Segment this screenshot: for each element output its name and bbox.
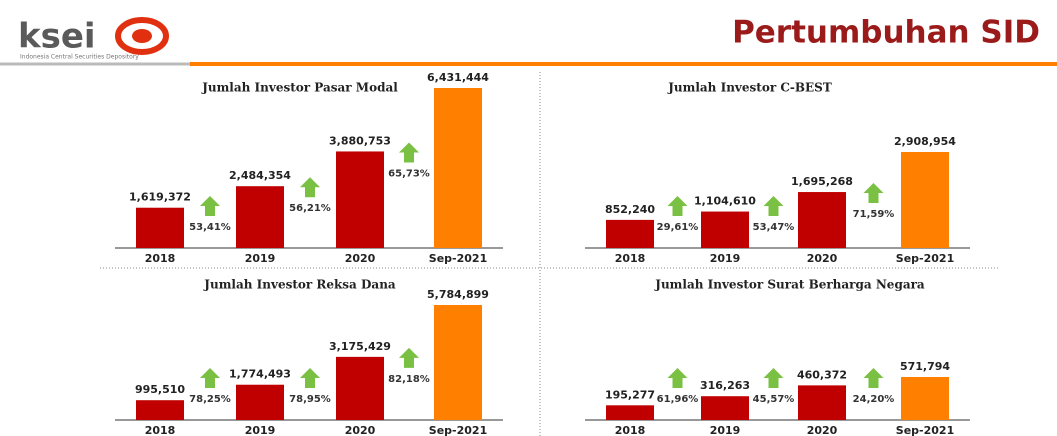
bar bbox=[606, 405, 654, 420]
growth-arrow bbox=[763, 368, 784, 388]
value-label: 3,880,753 bbox=[329, 134, 391, 147]
growth-label: 78,95% bbox=[289, 394, 331, 405]
value-label: 852,240 bbox=[605, 203, 655, 216]
bar bbox=[606, 219, 654, 248]
value-label: 571,794 bbox=[900, 360, 950, 373]
bar bbox=[136, 400, 184, 420]
growth-label: 82,18% bbox=[388, 374, 430, 385]
category-label: 2018 bbox=[615, 252, 646, 265]
category-label: 2020 bbox=[807, 252, 838, 265]
growth-arrow bbox=[863, 368, 884, 388]
growth-label: 29,61% bbox=[657, 222, 699, 233]
growth-label: 65,73% bbox=[388, 168, 430, 179]
growth-arrow bbox=[300, 368, 320, 388]
category-label: 2018 bbox=[145, 252, 176, 265]
bar bbox=[236, 186, 284, 248]
value-label: 1,104,610 bbox=[694, 195, 756, 208]
value-label: 195,277 bbox=[605, 388, 655, 401]
value-label: 6,431,444 bbox=[427, 71, 489, 84]
bar bbox=[434, 305, 482, 420]
category-label: 2019 bbox=[245, 252, 276, 265]
chart-title: Jumlah Investor C-BEST bbox=[667, 81, 832, 95]
growth-arrow bbox=[863, 183, 884, 204]
bar bbox=[701, 211, 749, 248]
value-label: 1,695,268 bbox=[791, 175, 853, 188]
value-label: 2,908,954 bbox=[894, 135, 956, 148]
bar bbox=[901, 152, 949, 248]
category-label: 2019 bbox=[710, 252, 741, 265]
category-label: 2018 bbox=[145, 424, 176, 436]
category-label: 2020 bbox=[807, 424, 838, 436]
logo-subtitle: Indonesia Central Securities Depository bbox=[20, 54, 139, 61]
bar bbox=[236, 384, 284, 420]
category-label: Sep-2021 bbox=[896, 252, 954, 265]
category-label: 2020 bbox=[345, 252, 376, 265]
value-label: 1,619,372 bbox=[129, 191, 191, 204]
value-label: 3,175,429 bbox=[329, 340, 391, 353]
growth-label: 56,21% bbox=[289, 203, 331, 214]
growth-label: 71,59% bbox=[853, 209, 895, 220]
bar bbox=[901, 377, 949, 420]
value-label: 5,784,899 bbox=[427, 288, 489, 301]
category-label: Sep-2021 bbox=[896, 424, 954, 436]
bar bbox=[798, 192, 846, 248]
growth-arrow bbox=[399, 142, 419, 163]
growth-label: 53,41% bbox=[189, 222, 231, 233]
page-title: Pertumbuhan SID bbox=[732, 15, 1040, 51]
category-label: 2020 bbox=[345, 424, 376, 436]
value-label: 460,372 bbox=[797, 368, 847, 381]
category-label: 2019 bbox=[710, 424, 741, 436]
growth-label: 78,25% bbox=[189, 394, 231, 405]
category-label: Sep-2021 bbox=[429, 424, 487, 436]
bar bbox=[434, 88, 482, 248]
growth-arrow bbox=[200, 196, 220, 216]
growth-label: 24,20% bbox=[853, 394, 895, 405]
chart-title: Jumlah Investor Surat Berharga Negara bbox=[654, 278, 925, 292]
logo-icon bbox=[115, 17, 169, 55]
category-label: 2019 bbox=[245, 424, 276, 436]
bar bbox=[798, 385, 846, 420]
growth-label: 61,96% bbox=[657, 394, 699, 405]
value-label: 1,774,493 bbox=[229, 368, 291, 381]
logo-text: ksei bbox=[18, 17, 96, 57]
chart-title: Jumlah Investor Pasar Modal bbox=[201, 81, 398, 95]
growth-arrow bbox=[667, 196, 688, 216]
category-label: 2018 bbox=[615, 424, 646, 436]
growth-arrow bbox=[667, 368, 688, 388]
value-label: 316,263 bbox=[700, 379, 750, 392]
growth-label: 45,57% bbox=[753, 394, 795, 405]
value-label: 995,510 bbox=[135, 383, 185, 396]
growth-arrow bbox=[200, 368, 220, 388]
category-label: Sep-2021 bbox=[429, 252, 487, 265]
bar bbox=[701, 396, 749, 420]
growth-arrow bbox=[763, 196, 784, 216]
growth-arrow bbox=[300, 177, 320, 198]
value-label: 2,484,354 bbox=[229, 169, 291, 182]
bar bbox=[336, 356, 384, 420]
chart-title: Jumlah Investor Reksa Dana bbox=[203, 278, 396, 292]
growth-label: 53,47% bbox=[753, 222, 795, 233]
growth-arrow bbox=[399, 347, 419, 368]
bar bbox=[336, 151, 384, 248]
bar bbox=[136, 207, 184, 248]
